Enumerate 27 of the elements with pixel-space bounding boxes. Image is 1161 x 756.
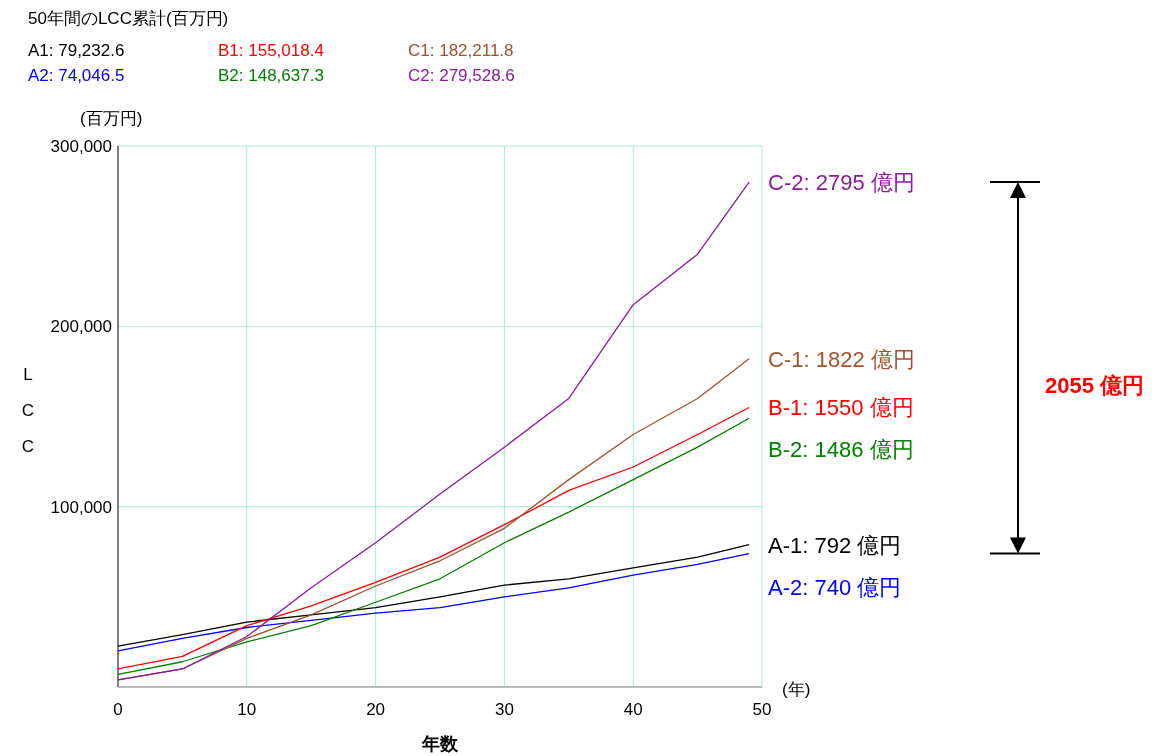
y-tick-label: 300,000	[50, 137, 112, 156]
series-label: A-1: 792 億円	[768, 532, 902, 558]
series-label: B-2: 1486 億円	[768, 437, 914, 463]
series-label: C-1: 1822 億円	[768, 346, 915, 372]
text: 2055 億円	[1045, 373, 1145, 398]
x-tick-label: 20	[366, 700, 386, 719]
x-axis-title: 年数	[421, 734, 459, 754]
x-tick-label: 40	[623, 700, 643, 719]
text: C1: 182,211.8	[408, 41, 514, 60]
x-tick-label: 0	[113, 700, 123, 719]
text: A1: 79,232.6	[28, 41, 125, 60]
text: A2: 74,046.5	[28, 66, 125, 85]
chart-title: 50年間のLCC累計(百万円)	[28, 9, 229, 28]
text: B1: 155,018.4	[218, 41, 324, 60]
series-label: C-2: 2795 億円	[768, 170, 915, 196]
x-tick-label: 50	[752, 700, 772, 719]
series-label: B-1: 1550 億円	[768, 395, 914, 421]
text: (年)	[782, 680, 811, 699]
y-tick-label: 200,000	[50, 317, 112, 337]
series-label: A-2: 740 億円	[768, 574, 902, 600]
text: (百万円)	[80, 109, 143, 128]
y-axis-title: LCC	[21, 365, 35, 456]
text: C2: 279,528.6	[408, 66, 515, 85]
y-tick-label: 100,000	[50, 497, 112, 517]
x-tick-label: 30	[494, 700, 514, 719]
text: B2: 148,637.3	[218, 66, 324, 85]
x-tick-label: 10	[237, 700, 257, 719]
